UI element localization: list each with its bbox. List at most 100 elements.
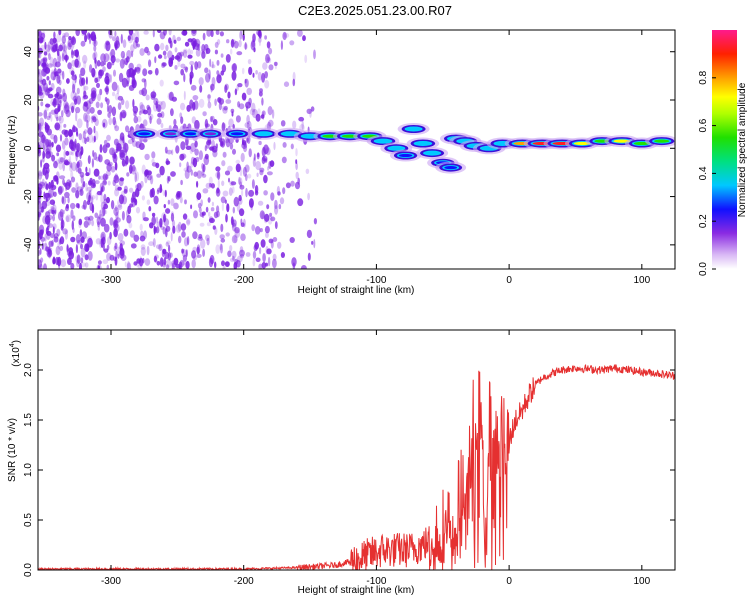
spectrogram-noise-dot bbox=[250, 40, 256, 51]
spectrogram-noise-dot bbox=[190, 142, 196, 153]
spectrogram-noise-dot bbox=[234, 229, 241, 238]
spectrogram-noise-dot bbox=[66, 78, 70, 84]
spectrogram-noise-dot bbox=[100, 102, 104, 109]
spectrogram-noise-dot bbox=[40, 37, 44, 43]
spectrogram-noise-dot bbox=[96, 82, 100, 88]
spectrogram-noise-dot bbox=[50, 133, 55, 140]
snr-plot-area bbox=[38, 330, 675, 570]
ridge-point bbox=[282, 132, 298, 136]
spectrogram-noise-dot bbox=[80, 40, 86, 47]
spectrogram-noise-dot bbox=[120, 109, 127, 119]
spectrogram-noise-dot bbox=[156, 261, 161, 266]
spectrogram-noise-dot bbox=[241, 189, 244, 197]
bottom-y-axis-title: SNR (10 * v/v) bbox=[7, 418, 18, 482]
spectrogram-noise-dot bbox=[65, 54, 68, 63]
spectrogram-noise-dot bbox=[96, 216, 101, 226]
spectrogram-noise-dot bbox=[67, 257, 72, 265]
spectrogram-noise-dot bbox=[57, 258, 61, 269]
spectrogram-noise-dot bbox=[87, 218, 91, 226]
spectrogram-noise-dot bbox=[53, 97, 60, 106]
spectrogram-noise-dot bbox=[313, 218, 317, 225]
spectrogram-noise-dot bbox=[163, 204, 166, 209]
spectrogram-noise-dot bbox=[132, 105, 139, 114]
spectrogram-noise-dot bbox=[282, 31, 287, 41]
spectrogram-noise-dot bbox=[68, 155, 72, 164]
spectrogram-noise-dot bbox=[167, 92, 173, 101]
spectrogram-noise-dot bbox=[59, 134, 63, 142]
spectrogram-noise-dot bbox=[115, 58, 121, 63]
spectrogram-noise-dot bbox=[113, 175, 120, 184]
spectrogram-noise-dot bbox=[81, 204, 86, 210]
spectrogram-noise-dot bbox=[227, 91, 231, 99]
spectrogram-noise-dot bbox=[231, 186, 235, 194]
spectrogram-noise-dot bbox=[194, 61, 199, 70]
spectrogram-noise-dot bbox=[262, 253, 266, 263]
spectrogram-noise-dot bbox=[64, 159, 69, 166]
spectrogram-noise-dot bbox=[78, 133, 83, 141]
spectrogram-noise-dot bbox=[196, 193, 199, 202]
spectrogram-noise-dot bbox=[79, 188, 84, 196]
scale-close: ) bbox=[11, 340, 22, 343]
spectrogram-noise-dot bbox=[107, 180, 111, 186]
spectrogram-noise-dot bbox=[90, 31, 96, 41]
spectrogram-noise-dot bbox=[292, 78, 296, 87]
spectrogram-noise-dot bbox=[88, 34, 92, 45]
spectrogram-noise-dot bbox=[76, 186, 83, 192]
bottom-y-tick-label: 0.5 bbox=[23, 513, 34, 527]
spectrogram-noise-dot bbox=[113, 120, 118, 129]
spectrogram-noise-dot bbox=[40, 101, 44, 107]
spectrogram-noise-dot bbox=[80, 257, 84, 264]
spectrogram-noise-dot bbox=[62, 92, 67, 103]
spectrogram-noise-dot bbox=[159, 165, 165, 176]
spectrogram-noise-dot bbox=[245, 173, 248, 182]
spectrogram-noise-dot bbox=[61, 140, 66, 150]
spectrogram-noise-dot bbox=[218, 98, 225, 105]
spectrogram-noise-dot bbox=[71, 50, 74, 59]
spectrogram-noise-dot bbox=[88, 215, 94, 221]
spectrogram-noise-dot bbox=[224, 83, 229, 91]
spectrogram-noise-dot bbox=[50, 206, 53, 211]
spectrogram-noise-dot bbox=[173, 202, 179, 210]
spectrogram-noise-dot bbox=[66, 243, 69, 254]
spectrogram-noise-dot bbox=[56, 74, 61, 84]
spectrogram-noise-dot bbox=[157, 187, 163, 193]
spectrogram-noise-dot bbox=[225, 232, 230, 237]
spectrogram-noise-dot bbox=[48, 53, 51, 61]
page-title: C2E3.2025.051.23.00.R07 bbox=[298, 3, 452, 18]
spectrogram-noise-dot bbox=[119, 132, 125, 141]
spectrogram-noise-dot bbox=[135, 30, 138, 37]
spectrogram-noise-dot bbox=[207, 94, 212, 99]
spectrogram-noise-dot bbox=[223, 105, 228, 111]
spectrogram-noise-dot bbox=[147, 174, 152, 181]
spectrogram-noise-dot bbox=[274, 199, 278, 210]
spectrogram-noise-dot bbox=[52, 76, 56, 81]
spectrogram-noise-dot bbox=[155, 216, 159, 224]
spectrogram-noise-dot bbox=[232, 219, 237, 227]
spectrogram-noise-dot bbox=[51, 154, 56, 162]
spectrogram-noise-dot bbox=[97, 265, 100, 269]
ridge-point bbox=[375, 139, 391, 143]
spectrogram-noise-dot bbox=[136, 115, 142, 123]
spectrogram-noise-dot bbox=[165, 44, 169, 52]
spectrogram-noise-dot bbox=[74, 98, 78, 105]
spectrogram-noise-dot bbox=[68, 160, 73, 167]
top-y-tick-label: 0 bbox=[23, 145, 34, 151]
spectrogram-noise-dot bbox=[231, 38, 235, 49]
top-y-tick-label: 20 bbox=[23, 94, 34, 106]
spectrogram-noise-dot bbox=[68, 36, 72, 41]
spectrogram-noise-dot bbox=[264, 35, 267, 40]
spectrogram-noise-dot bbox=[180, 68, 185, 76]
spectrogram-noise-dot bbox=[259, 167, 265, 173]
spectrogram-noise-dot bbox=[53, 67, 57, 78]
spectrogram-noise-dot bbox=[297, 177, 301, 185]
spectrogram-noise-dot bbox=[170, 212, 175, 222]
spectrogram-noise-dot bbox=[221, 105, 225, 112]
spectrogram-noise-dot bbox=[72, 227, 75, 234]
spectrogram-noise-dot bbox=[90, 194, 96, 200]
spectrogram-noise-dot bbox=[75, 234, 81, 244]
spectrogram-noise-dot bbox=[197, 43, 201, 51]
spectrogram-noise-dot bbox=[45, 102, 50, 112]
spectrogram-noise-dot bbox=[255, 113, 261, 122]
spectrogram-noise-dot bbox=[232, 63, 237, 73]
spectrogram-noise-dot bbox=[109, 74, 112, 83]
